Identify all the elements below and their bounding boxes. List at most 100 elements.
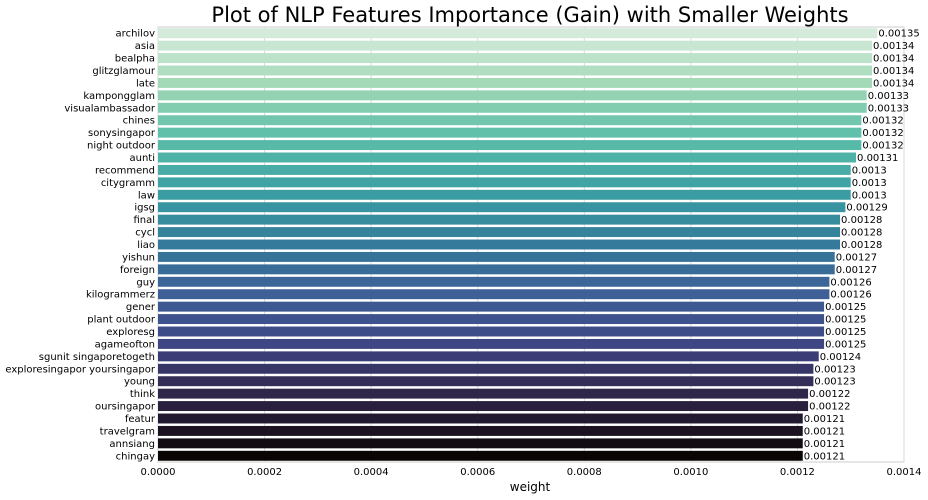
bar [158,28,878,39]
bar [158,40,873,51]
bar-value-label: 0.00125 [825,327,866,338]
bar [158,53,873,64]
bar-value-label: 0.00122 [809,402,850,413]
bar-value-label: 0.00125 [825,302,866,313]
bar [158,239,841,250]
category-label: chines [123,116,155,127]
bar [158,214,841,225]
category-label: bealpha [115,54,155,65]
bar-value-label: 0.00125 [825,339,866,350]
bar [158,152,857,163]
bar [158,127,862,138]
category-label: gener [126,302,156,313]
x-tick-label: 0.0002 [247,467,282,478]
category-label: exploresingapor yoursingapor [5,364,155,375]
category-label: kampongglam [83,91,155,102]
bar [158,413,803,424]
category-label: liao [137,240,155,251]
bar [158,276,830,287]
bar-value-label: 0.00134 [873,78,914,89]
bar [158,388,809,399]
bar-value-label: 0.00129 [846,203,887,214]
bar [158,77,873,88]
bar-value-label: 0.00128 [841,228,882,239]
category-label: guy [136,277,155,288]
category-label: sgunit singaporetogeth [39,352,155,363]
bar [158,65,873,76]
bar-value-label: 0.00133 [868,91,909,102]
category-label: night outdoor [87,141,156,152]
bar-value-label: 0.00133 [868,103,909,114]
x-tick-label: 0.0006 [460,467,495,478]
bar [158,438,803,449]
bar-value-label: 0.00127 [836,265,877,276]
bar-value-label: 0.00131 [857,153,898,164]
bar [158,289,830,300]
category-label: sonysingapor [88,128,156,139]
category-label: exploresg [106,327,155,338]
bar [158,450,803,461]
value-labels: 0.001350.001340.001340.001340.001340.001… [804,29,920,463]
category-label: oursingapor [95,402,156,413]
bar-value-label: 0.00124 [820,352,861,363]
bar [158,164,851,175]
bar-value-label: 0.00123 [814,364,855,375]
bar [158,177,851,188]
category-label: late [136,78,155,89]
bar [158,425,803,436]
bar-value-label: 0.00132 [862,128,903,139]
bar [158,115,862,126]
category-label: plant outdoor [87,315,156,326]
bar-value-label: 0.00132 [862,141,903,152]
category-label: featur [125,414,156,425]
bar [158,90,867,101]
bar [158,314,825,325]
bars [158,28,878,461]
bar-value-label: 0.00121 [804,426,845,437]
bar-value-label: 0.00134 [873,41,914,52]
bar-value-label: 0.0013 [852,190,887,201]
bar-value-label: 0.00126 [830,277,871,288]
bar [158,264,835,275]
x-tick-label: 0.0014 [887,467,922,478]
bar [158,251,835,262]
bar-value-label: 0.00121 [804,451,845,462]
x-tick-label: 0.0008 [567,467,602,478]
bar [158,338,825,349]
bar-value-label: 0.00134 [873,66,914,77]
category-label: agameofton [95,339,155,350]
bar [158,376,814,387]
category-label: cycl [135,228,155,239]
bar [158,189,851,200]
bar-value-label: 0.00121 [804,414,845,425]
bar [158,140,862,151]
bar-value-label: 0.00132 [862,116,903,127]
bar-value-label: 0.00121 [804,439,845,450]
x-tick-label: 0.0010 [673,467,708,478]
category-label: chingay [116,451,155,462]
bar-value-label: 0.00122 [809,389,850,400]
category-label: aunti [129,153,155,164]
bar [158,326,825,337]
bar [158,363,814,374]
category-label: visualambassador [64,103,156,114]
x-axis-label: weight [510,480,551,494]
category-label: igsg [134,203,155,214]
category-label: annsiang [109,439,155,450]
bar [158,401,809,412]
category-label: think [130,389,155,400]
chart-title: Plot of NLP Features Importance (Gain) w… [211,3,848,27]
bar-value-label: 0.00128 [841,240,882,251]
bar-value-label: 0.00123 [814,377,855,388]
category-label: archilov [116,29,156,40]
bar-value-label: 0.00128 [841,215,882,226]
category-label: asia [135,41,155,52]
bar-value-label: 0.00134 [873,54,914,65]
bar [158,102,867,113]
bar-value-label: 0.0013 [852,165,887,176]
bar [158,227,841,238]
category-label: travelgram [100,426,155,437]
